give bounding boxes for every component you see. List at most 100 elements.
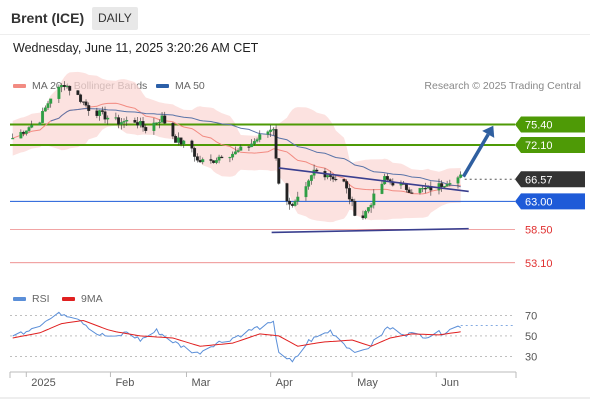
- candle-body: [266, 131, 270, 135]
- candle-body: [421, 188, 425, 190]
- candle-body: [364, 211, 368, 219]
- candle-body: [423, 188, 427, 190]
- candle-body: [138, 121, 142, 126]
- candle-body: [437, 183, 441, 191]
- period-badge[interactable]: DAILY: [92, 7, 138, 30]
- x-tick-label-1: Feb: [115, 377, 134, 389]
- candle-body: [269, 129, 273, 132]
- pivot-label-box: [515, 193, 585, 210]
- candle-body: [326, 175, 330, 178]
- last-price-label-box: [515, 171, 585, 188]
- candle-body: [43, 107, 47, 112]
- candle-body: [84, 101, 88, 106]
- candle-body: [271, 129, 275, 131]
- research-credit: Research © 2025 Trading Central: [424, 80, 581, 92]
- ma20-swatch: [13, 84, 26, 89]
- ma50-swatch: [156, 84, 169, 89]
- candle-body: [24, 130, 28, 134]
- candle-body: [152, 122, 156, 131]
- x-tick-label-2: Mar: [191, 377, 210, 389]
- support-label-4: 58.50: [525, 224, 553, 236]
- candles-group: [11, 81, 463, 220]
- candle-body: [27, 127, 31, 131]
- candle-body: [220, 156, 224, 159]
- candle-body: [334, 178, 338, 181]
- candle-body: [231, 153, 235, 158]
- candle-body: [285, 183, 289, 202]
- candle-body: [174, 136, 178, 143]
- candle-body: [380, 183, 384, 194]
- candle-body: [62, 85, 66, 87]
- candle-body: [293, 201, 297, 206]
- candle-body: [250, 143, 254, 148]
- candle-body: [307, 180, 311, 187]
- candle-body: [195, 156, 199, 161]
- candle-body: [290, 204, 294, 206]
- candle-body: [79, 94, 83, 102]
- candle-body: [60, 85, 64, 88]
- candle-body: [353, 201, 357, 216]
- candle-body: [315, 169, 319, 172]
- candle-body: [442, 186, 446, 188]
- candle-body: [236, 150, 240, 152]
- rsi-line: [12, 311, 461, 363]
- resistance-label-1: 72.10: [525, 140, 553, 152]
- candle-body: [212, 160, 216, 163]
- candle-body: [247, 146, 251, 148]
- candle-body: [345, 181, 349, 189]
- candle-body: [182, 140, 186, 145]
- candle-body: [157, 121, 161, 124]
- candle-body: [49, 98, 53, 104]
- legend-ma50-label: MA 50: [175, 80, 205, 92]
- candle-body: [19, 131, 23, 139]
- x-tick-label-4: May: [357, 377, 378, 389]
- candle-body: [136, 122, 140, 126]
- candle-body: [217, 156, 221, 161]
- candle-body: [233, 151, 237, 155]
- candle-body: [117, 117, 121, 125]
- candle-body: [176, 137, 180, 143]
- candle-body: [193, 148, 197, 157]
- candle-body: [65, 85, 69, 88]
- candle-body: [100, 110, 104, 112]
- candle-body: [87, 105, 91, 111]
- candle-body: [342, 179, 346, 182]
- timestamp: Wednesday, June 11, 2025 3:20:26 AM CET: [13, 41, 259, 55]
- bollinger-band-area: [12, 71, 461, 223]
- candle-body: [214, 160, 218, 163]
- resistance-label-box-0: [515, 116, 585, 133]
- last-price-label: 66.57: [525, 174, 553, 186]
- x-tick-label-5: Jun: [441, 377, 459, 389]
- candle-body: [448, 183, 452, 185]
- candle-body: [163, 115, 167, 124]
- candle-body: [459, 174, 463, 178]
- legend-rsi: RSI: [13, 293, 50, 305]
- candle-body: [155, 122, 159, 124]
- candle-body: [418, 188, 422, 193]
- candle-body: [11, 138, 15, 140]
- candle-body: [160, 115, 164, 123]
- ma9-swatch: [62, 297, 75, 302]
- legend-ma9-label: 9MA: [81, 293, 103, 305]
- candle-body: [190, 140, 194, 149]
- candle-body: [277, 158, 281, 184]
- x-tick-label-0: 2025: [31, 377, 55, 389]
- candle-body: [38, 122, 42, 126]
- pivot-label: 63.00: [525, 196, 553, 208]
- candle-body: [361, 215, 365, 219]
- candle-body: [296, 196, 300, 202]
- candle-body: [125, 119, 129, 122]
- rsi-swatch: [13, 297, 26, 302]
- rsi-level-label-0: 70: [525, 310, 537, 322]
- instrument-title: Brent (ICE): [11, 10, 85, 26]
- candle-body: [81, 101, 85, 103]
- candle-body: [258, 134, 262, 140]
- chart-header: Brent (ICE) DAILY: [0, 0, 590, 34]
- resistance-label-0: 75.40: [525, 120, 553, 132]
- candle-body: [252, 141, 256, 145]
- candle-body: [304, 186, 308, 198]
- candle-body: [106, 117, 110, 120]
- candle-body: [114, 117, 118, 119]
- candle-body: [274, 129, 278, 159]
